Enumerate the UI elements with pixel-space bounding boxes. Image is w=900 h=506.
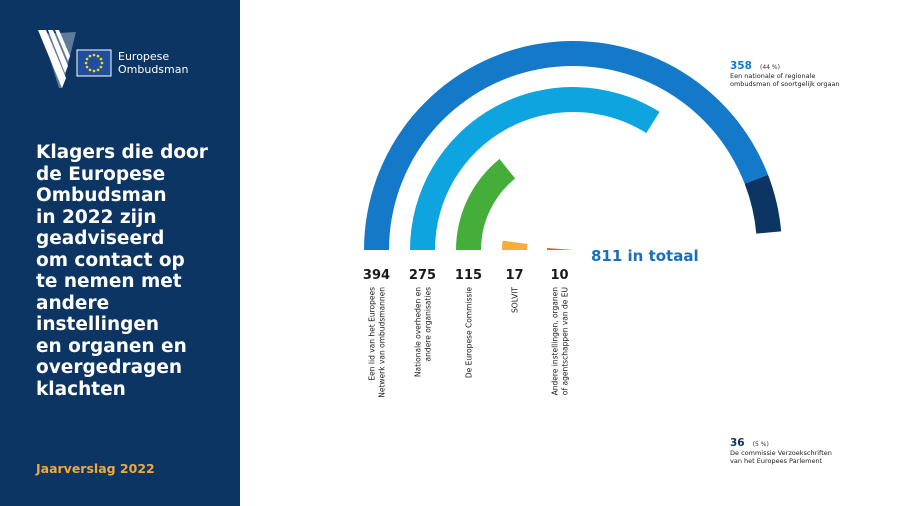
eu-flag-star <box>96 54 100 58</box>
category-label: Andere instellingen, organen <box>551 287 560 396</box>
page-title: Klagers die door de Europese Ombudsman i… <box>36 142 208 400</box>
svg-text:358 (44 %): 358 (44 %) <box>730 54 780 73</box>
bar-value-label: 394 <box>363 268 390 283</box>
eu-flag-star <box>84 61 88 65</box>
european-ombudsman-logo <box>38 30 112 88</box>
eu-flag-star <box>85 65 89 69</box>
bar-percent-label: 49 % <box>368 253 385 261</box>
category-label: Een lid van het Europees <box>368 287 377 381</box>
report-label: Jaarverslag 2022 <box>36 461 155 476</box>
bar-value-label: 275 <box>409 268 436 283</box>
arc-solvit <box>501 240 528 250</box>
eu-flag-star <box>92 69 96 73</box>
breakdown-bottom: 36 (5 %) De commissie Verzoekschriften v… <box>730 431 832 465</box>
breakdown-bottom-desc-line1: De commissie Verzoekschriften <box>730 449 832 457</box>
organization-name: Europese Ombudsman <box>118 50 188 76</box>
bar-value-label: 17 <box>505 268 523 283</box>
breakdown-bottom-percent: (5 %) <box>753 441 769 448</box>
breakdown-bottom-value: 36 <box>730 437 745 449</box>
arc-national-authorities <box>410 87 660 250</box>
eu-flag-star <box>96 68 100 72</box>
logo-v-mark-icon <box>38 30 76 88</box>
eu-flag-star <box>99 65 103 69</box>
category-label: of agentschappen van de EU <box>561 287 570 395</box>
bar-value-label: 10 <box>550 268 568 283</box>
category-label: Netwerk van ombudsmannen <box>378 287 387 398</box>
bar-percent-label: 2 % <box>508 253 520 261</box>
chart-bar-labels: 49 % 394 Een lid van het Europees Netwerk v… <box>363 253 570 398</box>
category-label: De Europese Commissie <box>465 287 474 378</box>
bar-value-label: 115 <box>455 268 482 283</box>
radial-bar-chart: 49 % 394 Een lid van het Europees Netwerk v… <box>363 40 840 465</box>
chart-arcs <box>364 40 782 251</box>
breakdown-top-percent: (44 %) <box>760 64 780 71</box>
bar-percent-label: 14 % <box>460 253 477 261</box>
svg-text:36 (5 %): 36 (5 %) <box>730 431 769 450</box>
bar-percent-label: 34 % <box>414 253 431 261</box>
breakdown-top: 358 (44 %) Een nationale of regionale om… <box>730 54 840 88</box>
category-label: SOLVIT <box>511 287 520 313</box>
bar-percent-label: 1 % <box>553 253 565 261</box>
eu-flag-star <box>99 57 103 61</box>
arc-national-regional-ombudsman <box>364 40 769 251</box>
eu-flag-star <box>88 54 92 58</box>
arc-other-eu-bodies <box>547 247 572 250</box>
arc-petitions-committee <box>744 174 782 234</box>
eu-flag-star <box>88 68 92 72</box>
org-name-line1: Europese <box>118 50 170 63</box>
arc-european-commission <box>456 159 516 250</box>
total-label: 811 in totaal <box>591 247 699 265</box>
breakdown-top-desc-line1: Een nationale of regionale <box>730 72 815 80</box>
sidebar: Europese Ombudsman Klagers die door de E… <box>0 0 240 506</box>
eu-flag-star <box>92 53 96 57</box>
category-label: andere organisaties <box>424 287 433 362</box>
category-label: Nationale overheden en <box>414 287 423 377</box>
breakdown-bottom-desc-line2: van het Europees Parlement <box>730 457 823 465</box>
breakdown-top-desc-line2: ombudsman of soortgelijk orgaan <box>730 80 840 88</box>
eu-flag-star <box>85 57 89 61</box>
breakdown-top-value: 358 <box>730 60 752 72</box>
org-name-line2: Ombudsman <box>118 63 189 76</box>
eu-flag-star <box>100 61 104 65</box>
